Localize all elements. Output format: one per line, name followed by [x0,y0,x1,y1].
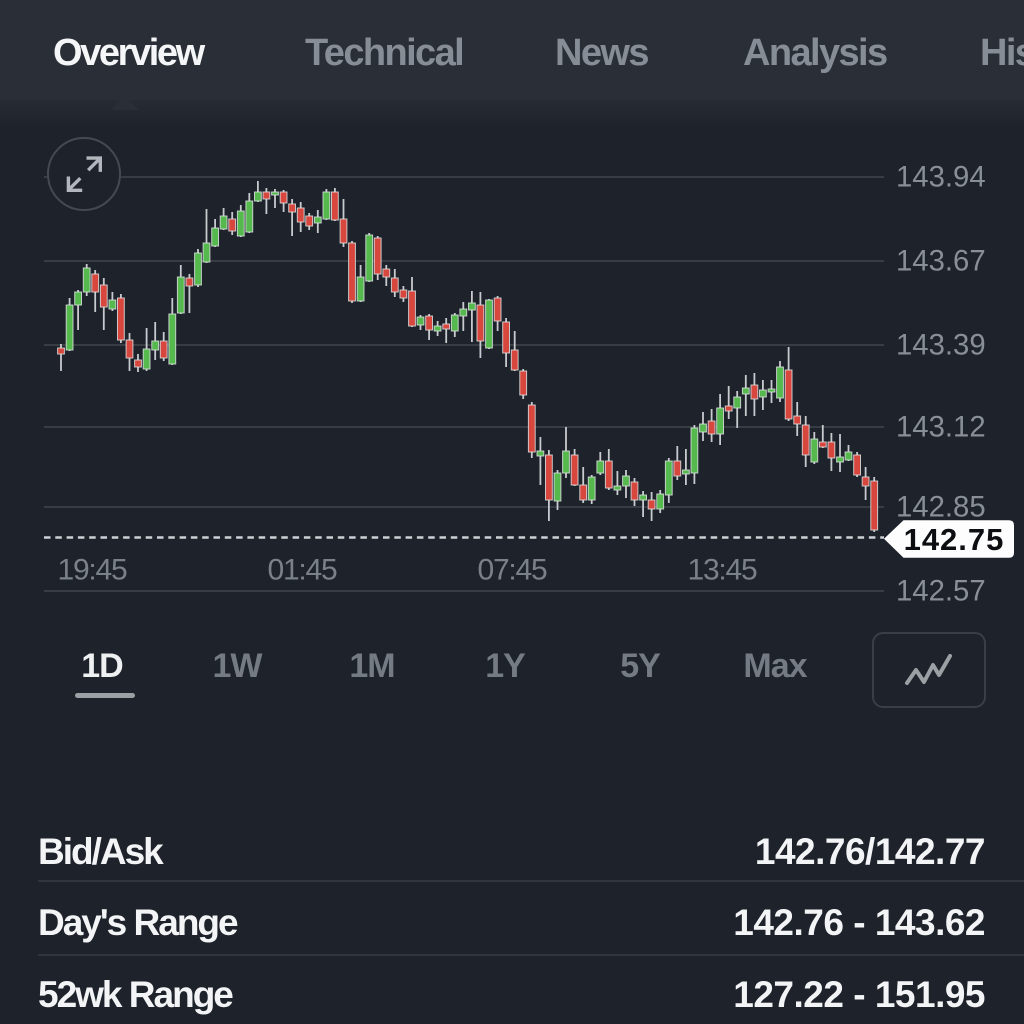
svg-text:01:45: 01:45 [267,554,337,587]
svg-text:143.67: 143.67 [896,245,986,278]
svg-text:143.39: 143.39 [896,329,986,362]
svg-text:13:45: 13:45 [687,554,757,587]
svg-text:142.57: 142.57 [896,575,986,608]
svg-text:143.12: 143.12 [896,411,986,444]
svg-text:143.94: 143.94 [896,161,986,194]
svg-text:07:45: 07:45 [477,554,547,587]
svg-text:19:45: 19:45 [57,554,127,587]
svg-text:142.85: 142.85 [896,491,986,524]
svg-text:142.75: 142.75 [904,522,1005,557]
